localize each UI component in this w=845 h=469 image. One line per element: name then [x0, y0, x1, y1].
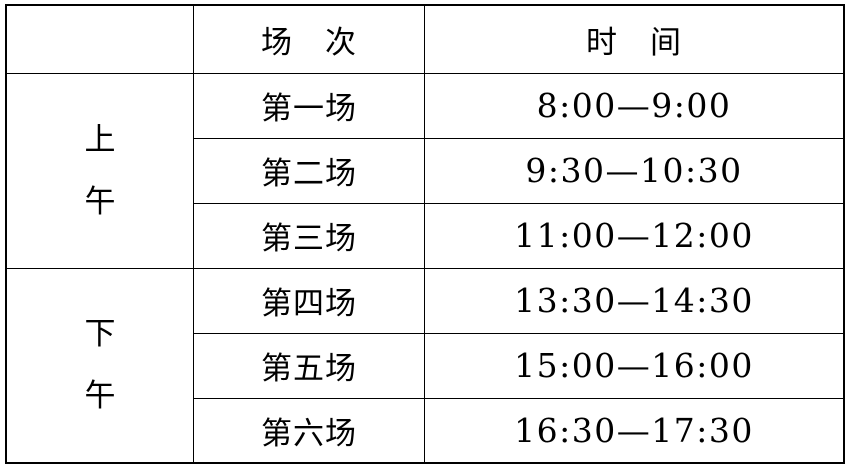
- period-char: 午: [84, 378, 116, 415]
- table-row: 上 午 第一场 8:00—9:00: [5, 72, 845, 269]
- header-time: 时 间: [424, 4, 845, 74]
- time-cell-6: 16:30—17:30: [424, 397, 845, 464]
- session-cell-3: 第三场: [193, 202, 425, 269]
- period-char: 上: [84, 121, 116, 158]
- period-morning-label: 上 午: [85, 109, 116, 233]
- session-cell-4: 第四场: [193, 267, 425, 334]
- header-session: 场 次: [193, 4, 425, 74]
- time-cell-2: 9:30—10:30: [424, 137, 845, 204]
- session-cell-6: 第六场: [193, 397, 425, 464]
- schedule-table: 场 次 时 间 上 午 第一场 8:00—9:00 第二场 9:30—10:30…: [5, 4, 845, 464]
- period-char: 下: [84, 316, 116, 353]
- period-morning-cell: 上 午: [5, 72, 194, 269]
- time-cell-3: 11:00—12:00: [424, 202, 845, 269]
- table-row: 第五场 15:00—16:00: [6, 332, 845, 399]
- time-cell-4: 13:30—14:30: [424, 267, 845, 334]
- table-row: 第三场 11:00—12:00: [6, 202, 845, 269]
- session-cell-1: 第一场: [193, 72, 425, 139]
- period-afternoon-cell: 下 午: [5, 267, 194, 464]
- period-afternoon-label: 下 午: [85, 303, 116, 427]
- time-cell-5: 15:00—16:00: [424, 332, 845, 399]
- session-cell-2: 第二场: [193, 137, 425, 204]
- session-cell-5: 第五场: [193, 332, 425, 399]
- corner-empty-cell: [5, 4, 194, 74]
- table-header-row: 场 次 时 间: [5, 4, 845, 74]
- table-row: 第二场 9:30—10:30: [6, 137, 845, 204]
- table-row: 第六场 16:30—17:30: [6, 397, 845, 464]
- table-row: 下 午 第四场 13:30—14:30: [5, 267, 845, 464]
- period-char: 午: [84, 183, 116, 220]
- time-cell-1: 8:00—9:00: [424, 72, 845, 139]
